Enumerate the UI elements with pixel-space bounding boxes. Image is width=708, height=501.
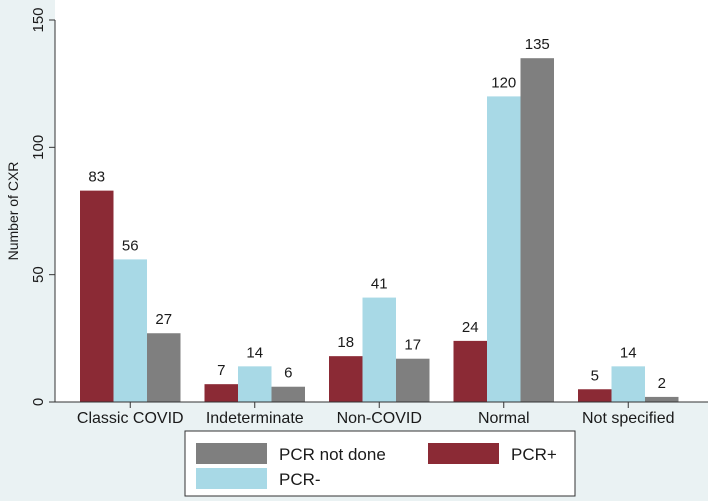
x-category-label: Non-COVID xyxy=(337,410,422,427)
bar-pcr-positive xyxy=(453,340,487,402)
bar-pcr-positive xyxy=(329,356,363,402)
legend-swatch-pcr-positive xyxy=(428,443,499,464)
data-label: 27 xyxy=(155,311,172,328)
data-label: 2 xyxy=(658,375,666,392)
data-labels-group: 83 56 27 7 14 6 18 41 17 24 120 135 5 14 2 xyxy=(88,36,666,392)
y-tick-label: 50 xyxy=(30,266,47,283)
data-label: 17 xyxy=(404,337,421,354)
data-label: 120 xyxy=(491,74,516,91)
data-label: 135 xyxy=(525,36,550,53)
bar-pcr-negative xyxy=(113,259,147,402)
legend-swatch-pcr-not-done xyxy=(196,443,267,464)
y-axis: 0 50 100 150 xyxy=(30,7,56,406)
legend-swatch-pcr-negative xyxy=(196,468,267,489)
y-tick-label: 150 xyxy=(30,7,47,32)
bar-pcr-not-done xyxy=(396,358,430,402)
x-category-label: Classic COVID xyxy=(77,410,184,427)
data-label: 18 xyxy=(337,334,354,351)
data-label: 14 xyxy=(246,344,263,361)
y-axis-title: Number of CXR xyxy=(5,162,21,261)
x-category-label: Not specified xyxy=(582,410,675,427)
bar-pcr-positive xyxy=(204,384,238,402)
bar-pcr-positive xyxy=(578,389,612,402)
y-tick-label: 0 xyxy=(30,398,47,406)
bar-pcr-not-done xyxy=(645,396,679,402)
data-label: 14 xyxy=(620,344,637,361)
legend-label-pcr-negative: PCR- xyxy=(279,470,321,489)
data-label: 24 xyxy=(462,319,479,336)
x-category-label: Indeterminate xyxy=(206,410,304,427)
data-label: 6 xyxy=(284,365,292,382)
legend: PCR not done PCR+ PCR- xyxy=(184,430,576,497)
legend-label-pcr-not-done: PCR not done xyxy=(279,445,386,464)
x-category-label: Normal xyxy=(478,410,530,427)
bar-pcr-negative xyxy=(487,96,521,403)
data-label: 41 xyxy=(371,276,388,293)
bar-pcr-not-done xyxy=(520,58,554,402)
legend-label-pcr-positive: PCR+ xyxy=(511,445,557,464)
bar-pcr-not-done xyxy=(271,386,305,402)
x-axis: Classic COVID Indeterminate Non-COVID Norma… xyxy=(55,401,708,427)
data-label: 83 xyxy=(88,169,105,186)
bar-pcr-negative xyxy=(238,366,272,402)
y-tick-label: 100 xyxy=(30,135,47,160)
bar-pcr-negative xyxy=(611,366,645,402)
data-label: 56 xyxy=(122,237,139,254)
data-label: 7 xyxy=(217,362,225,379)
bar-pcr-positive xyxy=(80,190,114,402)
bars-group xyxy=(80,58,679,403)
data-label: 5 xyxy=(591,367,599,384)
bar-pcr-not-done xyxy=(147,333,181,402)
bar-pcr-negative xyxy=(362,297,396,402)
